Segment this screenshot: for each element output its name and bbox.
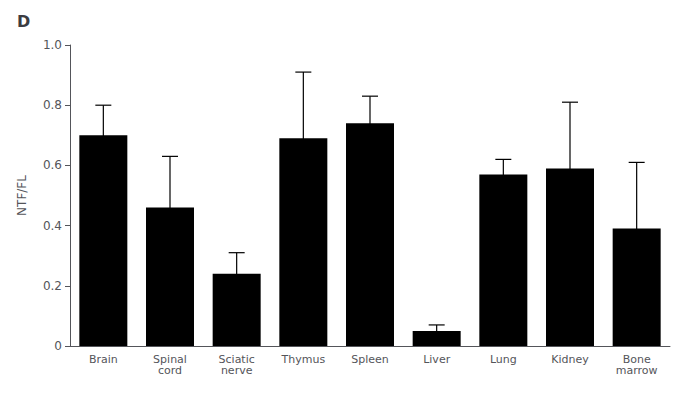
svg-text:0.8: 0.8 [43, 98, 62, 112]
svg-text:Brain: Brain [89, 353, 118, 366]
svg-text:1.0: 1.0 [43, 38, 62, 52]
svg-text:0.2: 0.2 [43, 279, 62, 293]
svg-text:Kidney: Kidney [551, 353, 589, 366]
svg-text:0: 0 [54, 339, 62, 353]
svg-text:Bone: Bone [622, 353, 651, 366]
svg-text:marrow: marrow [616, 364, 658, 377]
svg-text:0.4: 0.4 [43, 219, 62, 233]
svg-text:Thymus: Thymus [281, 353, 326, 366]
svg-text:Liver: Liver [423, 353, 450, 366]
svg-text:Lung: Lung [490, 353, 517, 366]
svg-text:Sciatic: Sciatic [218, 353, 255, 366]
svg-text:cord: cord [158, 364, 182, 377]
svg-text:Spleen: Spleen [351, 353, 389, 366]
svg-text:D: D [17, 12, 30, 31]
svg-text:Spinal: Spinal [153, 353, 187, 366]
svg-text:NTF/FL: NTF/FL [15, 175, 29, 216]
svg-text:nerve: nerve [221, 364, 253, 377]
svg-text:0.6: 0.6 [43, 158, 62, 172]
